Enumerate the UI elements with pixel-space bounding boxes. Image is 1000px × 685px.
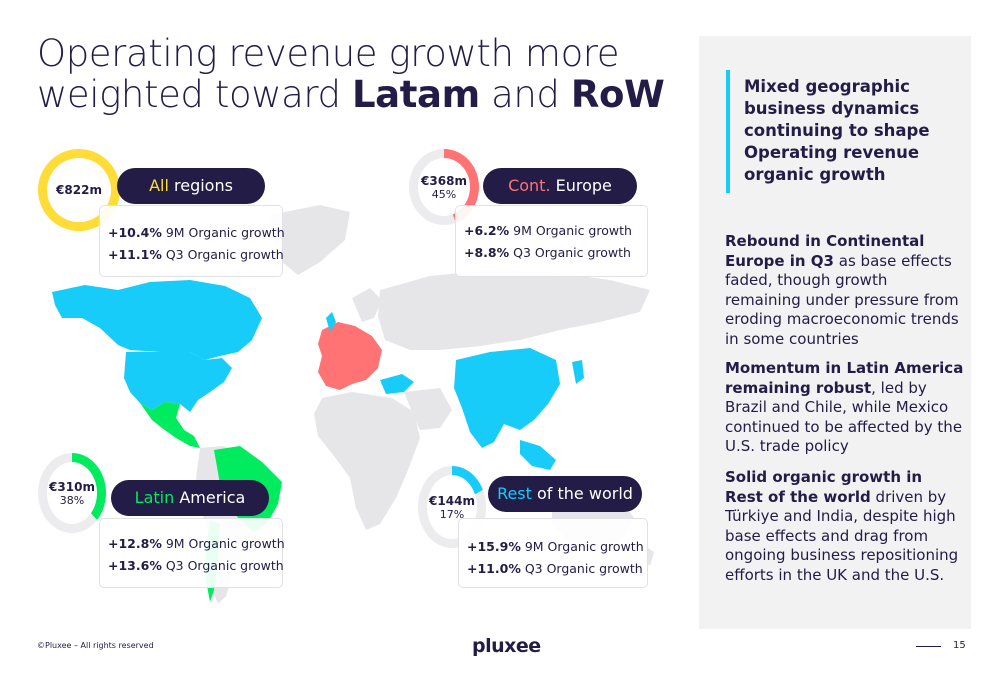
latin-america-card: +12.8% 9M Organic growth +13.6% Q3 Organ… — [99, 518, 285, 588]
copyright: ©Pluxee – All rights reserved — [37, 641, 154, 650]
rest-of-world-9m: +15.9% 9M Organic growth — [467, 539, 644, 554]
rest-of-world-pill: Rest of the world — [488, 476, 642, 512]
cont-europe-share: 45% — [431, 187, 457, 201]
latin-america-amount: €310m — [49, 479, 95, 494]
cont-europe-pill: Cont. Europe — [483, 168, 637, 204]
map-europe — [318, 322, 382, 390]
commentary-panel: Mixed geographic business dynamics conti… — [699, 36, 971, 629]
map-se-asia — [520, 440, 556, 470]
latin-america-9m: +12.8% 9M Organic growth — [108, 536, 285, 551]
panel-paragraph-row: Solid organic growth in Rest of the worl… — [725, 468, 959, 584]
latin-america-donut: €310m 38% — [38, 453, 106, 533]
pluxee-logo: pluxee — [472, 635, 541, 657]
all-regions-9m: +10.4% 9M Organic growth — [108, 225, 285, 240]
rest-of-world-share: 17% — [439, 507, 465, 521]
cont-europe-amount: €368m — [421, 173, 467, 188]
all-regions-amount: €822m — [56, 183, 102, 197]
latin-america-q3: +13.6% Q3 Organic growth — [108, 558, 284, 573]
rest-of-world-accent: Rest — [497, 484, 532, 503]
all-regions-accent: All — [149, 176, 169, 195]
all-regions-pill: All regions — [117, 168, 265, 204]
map-middle-east — [404, 388, 452, 430]
cont-europe-accent: Cont. — [508, 176, 551, 195]
latin-america-share: 38% — [59, 493, 85, 507]
panel-heading: Mixed geographic business dynamics conti… — [744, 77, 930, 184]
panel-accent-bar — [726, 70, 730, 193]
latin-america-accent: Latin — [134, 488, 175, 507]
map-turkey — [380, 374, 414, 394]
all-regions-q3: +11.1% Q3 Organic growth — [108, 247, 284, 262]
map-asia — [454, 348, 560, 448]
panel-paragraph-latam: Momentum in Latin America remaining robu… — [725, 359, 964, 455]
all-regions-card: +10.4% 9M Organic growth +11.1% Q3 Organ… — [99, 205, 285, 277]
latin-america-pill: Latin America — [111, 480, 269, 516]
cont-europe-card: +6.2% 9M Organic growth +8.8% Q3 Organic… — [455, 205, 648, 277]
page-title: Operating revenue growth more weighted t… — [37, 32, 665, 116]
map-japan — [572, 360, 584, 384]
rest-of-world-q3: +11.0% Q3 Organic growth — [467, 561, 643, 576]
map-usa — [124, 352, 232, 412]
rest-of-world-amount: €144m — [429, 493, 475, 508]
footer-rule — [916, 646, 941, 647]
map-scandinavia — [352, 288, 382, 322]
map-mexico — [140, 402, 200, 448]
map-russia — [378, 270, 650, 350]
rest-of-world-card: +15.9% 9M Organic growth +11.0% Q3 Organ… — [458, 518, 648, 588]
page-number: 15 — [953, 640, 966, 651]
map-canada — [52, 280, 262, 360]
panel-paragraph-europe: Rebound in Continental Europe in Q3 as b… — [725, 232, 959, 348]
rest-of-world-donut: €144m 17% — [418, 466, 486, 548]
cont-europe-q3: +8.8% Q3 Organic growth — [464, 245, 631, 260]
map-africa — [314, 392, 420, 530]
map-uk — [326, 312, 336, 332]
map-greenland — [270, 205, 350, 275]
cont-europe-9m: +6.2% 9M Organic growth — [464, 223, 632, 238]
